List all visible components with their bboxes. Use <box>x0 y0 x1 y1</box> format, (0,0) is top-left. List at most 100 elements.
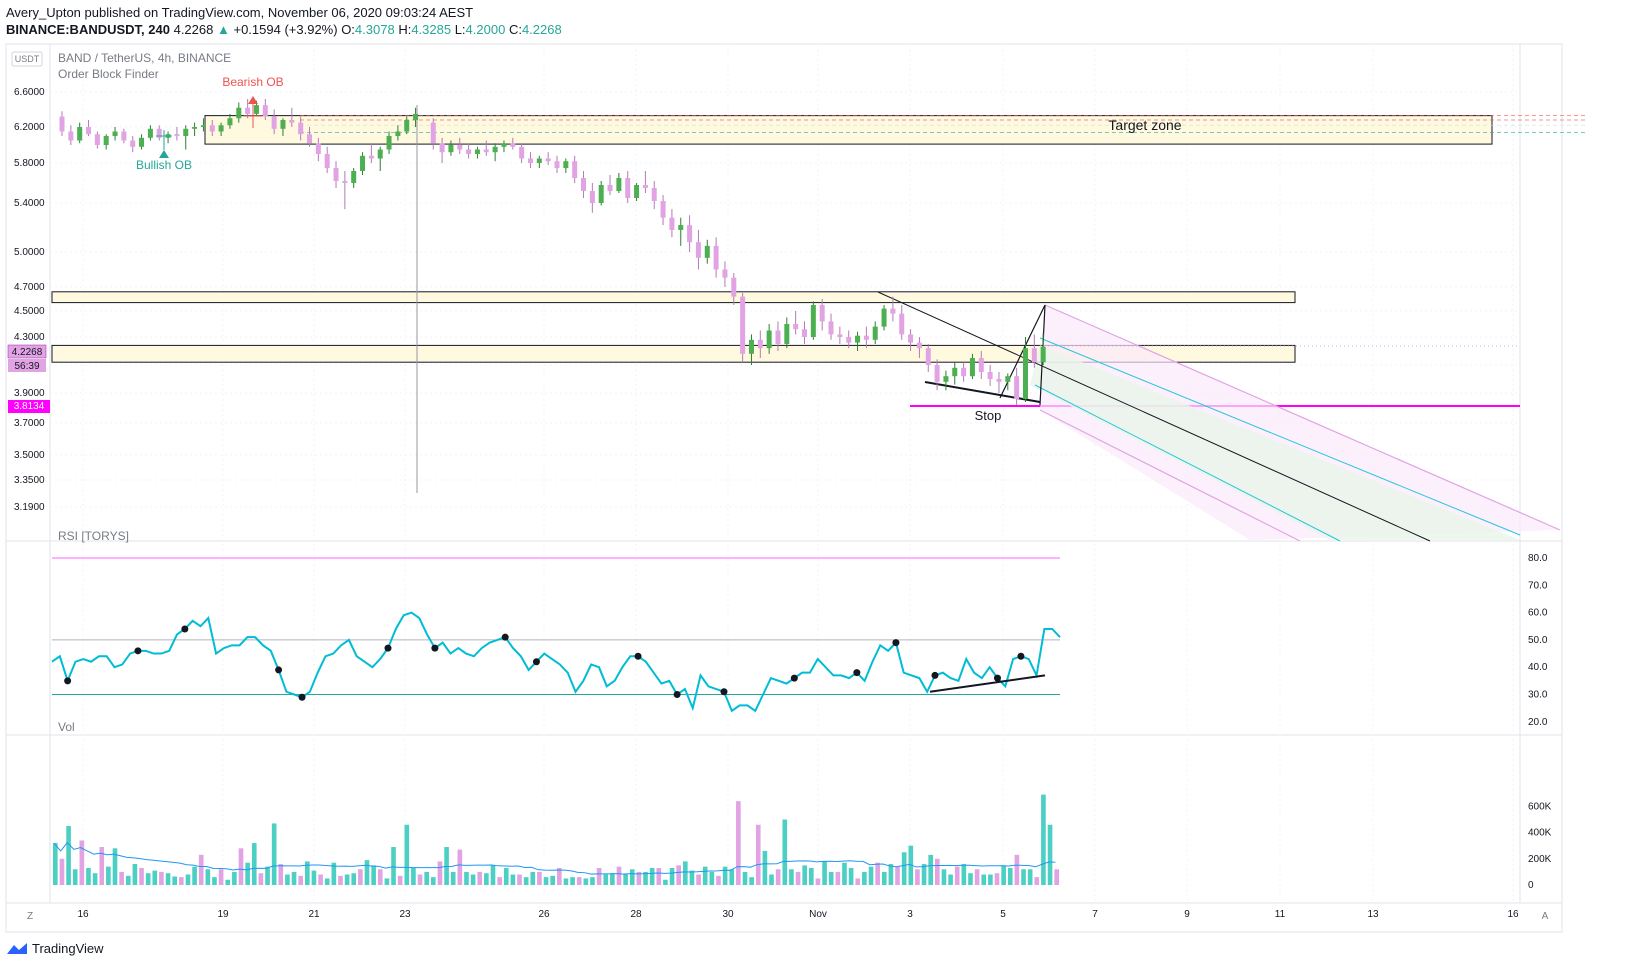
candle-body <box>368 155 374 159</box>
volume-bar <box>683 861 688 885</box>
candle-body <box>890 308 896 314</box>
volume-bar <box>132 864 138 885</box>
volume-bar <box>358 869 363 885</box>
candle-body <box>802 329 807 337</box>
volume-bar <box>125 875 131 885</box>
volume-bar <box>377 869 383 885</box>
volume-bar <box>583 878 589 885</box>
volume-bar <box>185 874 191 885</box>
rsi-pivot-dot <box>892 639 900 647</box>
volume-bar <box>530 871 536 885</box>
x-tick-label: 23 <box>399 909 411 920</box>
x-tick-label: 9 <box>1184 909 1190 920</box>
candle-body <box>492 146 498 153</box>
low-label: L: <box>454 22 466 37</box>
stop-label: Stop <box>975 408 1002 423</box>
currency-badge-box[interactable] <box>11 51 43 67</box>
candle-body <box>147 128 153 138</box>
candle-body <box>678 225 684 230</box>
volume-bar <box>537 871 542 885</box>
candle-body <box>987 372 993 379</box>
symbol-label: BINANCE:BANDUSDT, 240 <box>6 22 170 37</box>
order-block-zone <box>51 344 1296 363</box>
candle-body <box>457 145 463 150</box>
candle-body <box>642 185 648 188</box>
candle-body <box>351 171 357 183</box>
volume-bar <box>736 801 741 885</box>
zoom-button[interactable]: Z <box>27 911 33 922</box>
volume-bar <box>994 873 1000 885</box>
volume-bar <box>318 874 323 885</box>
volume-bar <box>391 847 396 885</box>
candle-body <box>271 116 277 129</box>
volume-bar <box>232 871 237 885</box>
volume-bar <box>251 843 257 885</box>
pitchfork-drawings <box>416 105 1561 542</box>
rsi-pivot-dot <box>993 674 1001 682</box>
candle-body <box>112 131 118 136</box>
candle-body <box>572 161 578 178</box>
volume-bar <box>656 867 662 885</box>
volume-bar <box>338 875 343 885</box>
candle-body <box>669 217 675 230</box>
close-value: 4.2268 <box>521 22 562 37</box>
x-tick-label: 13 <box>1367 909 1379 920</box>
countdown-badge <box>8 359 46 372</box>
volume-bar <box>669 867 675 885</box>
candle-body <box>156 128 162 138</box>
tradingview-logo-icon <box>7 942 27 954</box>
candle-body <box>554 161 560 168</box>
candle-body <box>952 367 958 377</box>
volume-ma-line <box>53 841 1056 875</box>
candle-body <box>519 146 525 159</box>
candle-body <box>996 379 1002 382</box>
candle-body <box>855 335 861 343</box>
volume-bar <box>212 877 217 885</box>
volume-bar <box>371 865 376 885</box>
candle-body <box>819 305 825 322</box>
volume-bar <box>689 870 695 885</box>
x-tick-label: 11 <box>1275 909 1286 920</box>
footer-brand[interactable]: TradingView <box>32 941 104 956</box>
volume-bar <box>238 848 244 885</box>
x-tick-label: Nov <box>809 909 827 920</box>
price-tick-label: 4.7000 <box>14 282 45 293</box>
price-change: +0.1594 (+3.92%) <box>233 22 338 37</box>
auto-scale-button[interactable]: A <box>1542 911 1549 922</box>
volume-bar <box>503 867 509 885</box>
x-tick-label: 16 <box>77 909 89 920</box>
candle-body <box>298 122 304 135</box>
volume-bar <box>384 878 390 885</box>
volume-bar <box>663 879 668 885</box>
volume-bar <box>165 873 171 885</box>
candle-body <box>545 158 551 162</box>
volume-bar <box>179 877 184 885</box>
volume-bar <box>729 869 735 885</box>
volume-bar <box>742 871 748 885</box>
candle-body <box>183 128 189 136</box>
currency-badge: USDT <box>15 54 40 64</box>
rsi-pivot-dot <box>853 669 861 677</box>
rsi-tick-label: 40.0 <box>1528 662 1548 673</box>
volume-bar <box>218 869 224 885</box>
pitchfork-upper-line <box>1044 304 1561 531</box>
volume-bar <box>311 870 317 885</box>
volume-bar <box>643 871 648 885</box>
rsi-pivot-dot <box>384 644 392 652</box>
candle-body <box>793 324 799 330</box>
candle-body <box>236 107 242 119</box>
candle-body <box>448 145 454 153</box>
stop-price-badge <box>8 399 50 413</box>
candle-body <box>413 113 419 120</box>
volume-bar <box>1034 877 1040 885</box>
rsi-pivot-dot <box>673 691 681 698</box>
volume-bar <box>749 877 754 885</box>
price-pane-title: BAND / TetherUS, 4h, BINANCE <box>58 51 231 65</box>
pitchfork-inner-lower <box>1034 384 1341 542</box>
volume-bar <box>603 874 609 885</box>
price-tick-label: 3.7000 <box>14 418 45 429</box>
candlestick-series <box>59 96 1046 405</box>
order-block-zone <box>51 291 1296 304</box>
volume-bar <box>954 866 960 885</box>
